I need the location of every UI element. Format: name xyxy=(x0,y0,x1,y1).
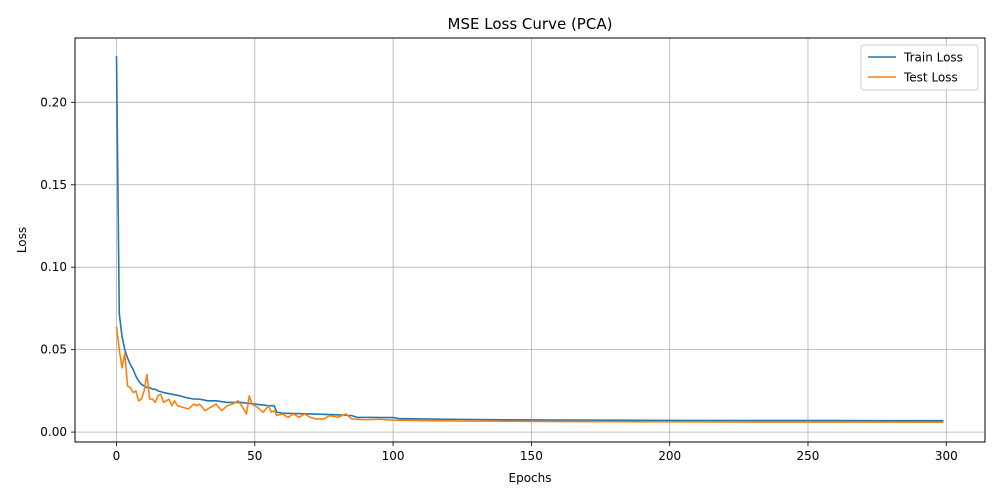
x-tick-label: 150 xyxy=(520,449,543,463)
y-tick-label: 0.05 xyxy=(40,343,67,357)
chart-title: MSE Loss Curve (PCA) xyxy=(448,15,613,33)
legend-label-train: Train Loss xyxy=(903,51,963,65)
grid-layer xyxy=(75,38,985,442)
series-line-train xyxy=(115,56,944,422)
y-tick-label: 0.15 xyxy=(40,178,67,192)
series-line-test xyxy=(115,326,944,424)
x-tick-label: 0 xyxy=(113,449,121,463)
x-tick-label: 50 xyxy=(247,449,262,463)
series-layer xyxy=(115,56,944,424)
y-tick-label: 0.20 xyxy=(40,95,67,109)
x-tick-label: 100 xyxy=(382,449,405,463)
legend-label-test: Test Loss xyxy=(903,71,958,85)
x-tick-label: 300 xyxy=(935,449,958,463)
legend: Train Loss Test Loss xyxy=(860,44,979,91)
y-tick-label: 0.00 xyxy=(40,425,67,439)
y-axis-label: Loss xyxy=(15,227,29,253)
tick-layer: 0 50 100 150 200 250 300 0.00 0.05 0.10 0.15 0.20 xyxy=(40,95,957,463)
x-tick-label: 200 xyxy=(658,449,681,463)
x-tick-label: 250 xyxy=(797,449,820,463)
x-axis-label: Epochs xyxy=(509,471,552,485)
y-tick-label: 0.10 xyxy=(40,260,67,274)
plot-frame xyxy=(74,37,986,443)
